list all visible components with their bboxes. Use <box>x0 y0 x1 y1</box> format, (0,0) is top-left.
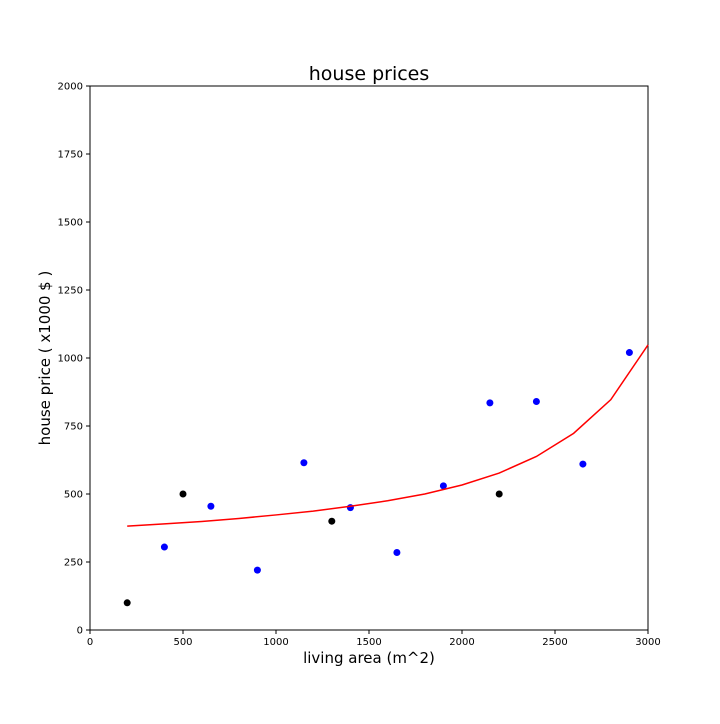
data-point <box>495 490 503 498</box>
y-tick-label: 1250 <box>58 286 83 297</box>
tick-layer: 0 500 1000 1500 2000 2500 3000 0 250 500 750 1000 12… <box>58 82 661 649</box>
y-tick-label: 1750 <box>58 150 83 161</box>
y-tick-label: 0 <box>77 626 83 637</box>
data-layer <box>123 344 649 607</box>
data-point <box>486 399 494 407</box>
data-point <box>328 517 336 525</box>
y-tick-label: 2000 <box>58 82 83 93</box>
x-tick-label: 500 <box>173 637 192 648</box>
x-tick-label: 2000 <box>449 637 474 648</box>
y-tick-label: 500 <box>64 490 83 501</box>
y-tick-label: 1500 <box>58 218 83 229</box>
y-axis-title: house price ( x1000 $ ) <box>36 271 54 446</box>
data-point <box>207 502 215 510</box>
x-tick-label: 3000 <box>635 637 660 648</box>
chart-title: house prices <box>309 63 430 85</box>
data-point <box>253 566 261 574</box>
x-tick-label: 2500 <box>542 637 567 648</box>
x-tick-label: 0 <box>87 637 93 648</box>
data-point <box>625 349 633 357</box>
data-point <box>160 543 168 551</box>
data-point <box>393 548 401 556</box>
x-axis-title: living area (m^2) <box>303 649 435 667</box>
data-point <box>532 398 540 406</box>
x-tick-label: 1500 <box>356 637 381 648</box>
data-point <box>300 459 308 467</box>
data-point <box>179 490 187 498</box>
x-tick-label: 1000 <box>263 637 288 648</box>
data-point <box>439 482 447 490</box>
fit-curve <box>127 344 649 527</box>
y-tick-label: 250 <box>64 558 83 569</box>
data-point <box>123 599 131 607</box>
data-point <box>579 460 587 468</box>
y-tick-label: 1000 <box>58 354 83 365</box>
plot-frame <box>89 85 649 631</box>
y-tick-label: 750 <box>64 422 83 433</box>
